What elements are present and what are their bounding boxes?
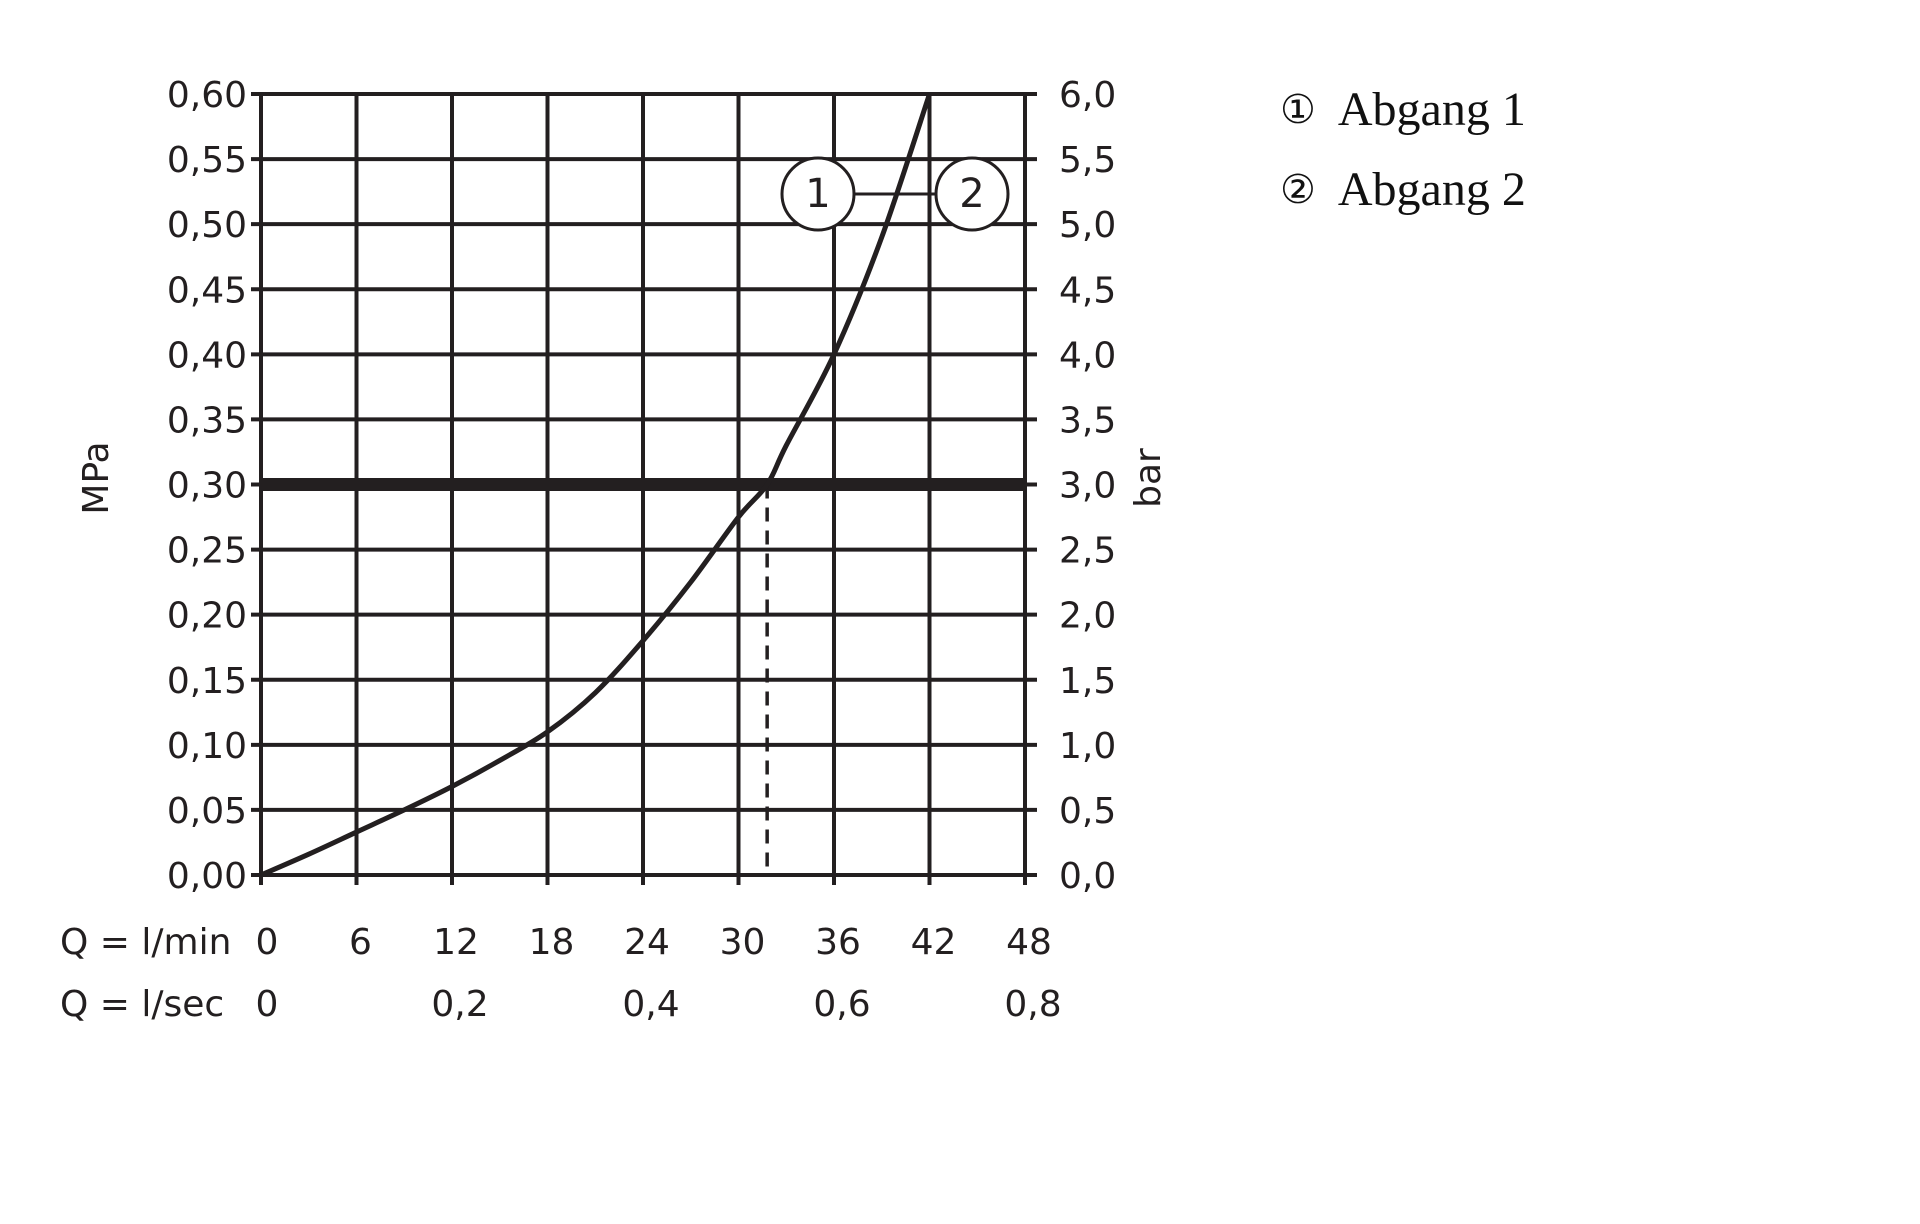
y-tick-label-left: 0,50 (167, 205, 247, 246)
y-tick-label-left: 0,20 (167, 596, 247, 637)
x-tick-label-lmin: 6 (349, 922, 372, 963)
legend-label-2: Abgang 2 (1337, 163, 1526, 216)
series-curve-0 (260, 93, 932, 878)
y-tick-label-left: 0,60 (167, 75, 247, 116)
y-tick-label-left: 0,25 (167, 531, 247, 572)
y-tick-label-right: 6,0 (1059, 75, 1116, 116)
x-tick-label-lsec: 0,2 (431, 984, 488, 1025)
y-axis-label-right: bar (1128, 448, 1169, 508)
y-tick-label-left: 0,15 (167, 661, 247, 702)
x-tick-label-lmin: 12 (433, 922, 479, 963)
y-tick-label-left: 0,45 (167, 270, 247, 311)
y-tick-label-right: 0,0 (1059, 856, 1116, 897)
legend-item-2: ② Abgang 2 (1280, 162, 1526, 217)
y-tick-label-right: 1,5 (1059, 661, 1116, 702)
x-tick-label-lsec: 0,8 (1004, 984, 1061, 1025)
circled-1-icon: ① (1280, 86, 1316, 133)
legend-item-1: ① Abgang 1 (1280, 82, 1526, 137)
x-tick-label-lsec: 0,4 (622, 984, 679, 1025)
x-tick-label-lsec: 0,6 (813, 984, 870, 1025)
y-tick-label-right: 5,0 (1059, 205, 1116, 246)
y-tick-label-left: 0,05 (167, 791, 247, 832)
y-tick-label-right: 5,5 (1059, 140, 1116, 181)
x-tick-label-lmin: 42 (911, 922, 957, 963)
y-tick-label-right: 3,5 (1059, 400, 1116, 441)
y-axis-label-left: MPa (76, 441, 117, 514)
y-tick-label-left: 0,30 (167, 466, 247, 507)
y-tick-label-right: 4,5 (1059, 270, 1116, 311)
y-tick-label-right: 4,0 (1059, 335, 1116, 376)
x-tick-label-lmin: 0 (256, 922, 279, 963)
y-tick-label-right: 2,5 (1059, 531, 1116, 572)
y-tick-label-left: 0,40 (167, 335, 247, 376)
curve-label-group: 1 2 (780, 156, 1010, 232)
y-tick-label-left: 0,35 (167, 400, 247, 441)
y-tick-label-right: 0,5 (1059, 791, 1116, 832)
x-axis-label-lsec: Q = l/sec (60, 984, 224, 1025)
y-tick-label-right: 3,0 (1059, 466, 1116, 507)
x-tick-label-lmin: 48 (1006, 922, 1052, 963)
x-axis-label-lmin: Q = l/min (60, 922, 231, 963)
y-tick-label-left: 0,55 (167, 140, 247, 181)
tick-labels: 0,00 0,00,05 0,50,10 1,00,15 1,50,20 2,00,25 2… (167, 75, 1116, 1025)
y-tick-label-right: 1,0 (1059, 726, 1116, 767)
x-tick-label-lmin: 30 (720, 922, 766, 963)
x-tick-label-lmin: 24 (624, 922, 670, 963)
y-tick-label-right: 2,0 (1059, 596, 1116, 637)
curve-label-1: 1 (805, 171, 830, 217)
curve-label-2: 2 (959, 171, 984, 217)
curve-label-1-circle (780, 156, 856, 232)
x-tick-label-lsec: 0 (256, 984, 279, 1025)
y-tick-label-left: 0,10 (167, 726, 247, 767)
curve-label-2-circle (934, 156, 1010, 232)
x-tick-label-lmin: 18 (529, 922, 575, 963)
circled-2-icon: ② (1280, 166, 1316, 213)
y-tick-label-left: 0,00 (167, 856, 247, 897)
legend-label-1: Abgang 1 (1337, 83, 1526, 136)
x-tick-label-lmin: 36 (815, 922, 861, 963)
